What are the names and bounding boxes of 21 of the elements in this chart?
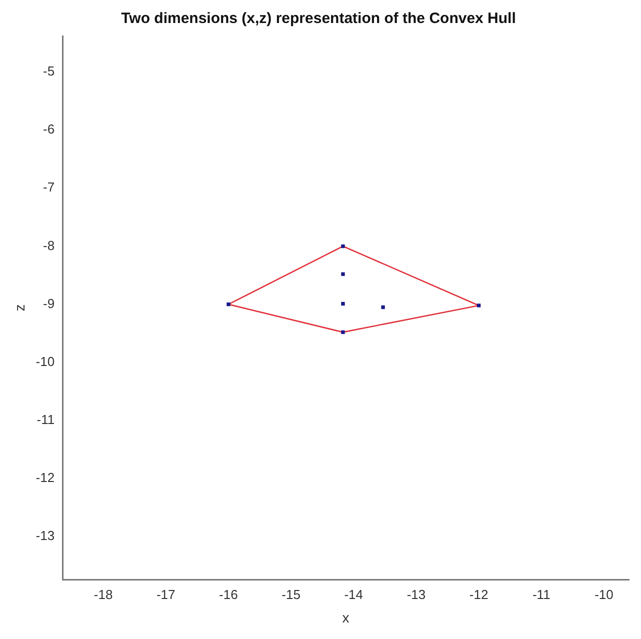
x-tick-label: -16 bbox=[219, 586, 238, 602]
y-tick-label: -10 bbox=[36, 354, 55, 369]
x-axis-title: x bbox=[342, 609, 350, 626]
y-tick-label: -11 bbox=[36, 412, 55, 428]
x-tick-label: -12 bbox=[469, 586, 488, 602]
y-tick-label: -6 bbox=[43, 122, 55, 137]
x-tick-label: -13 bbox=[406, 586, 426, 602]
y-tick-label: -12 bbox=[36, 470, 55, 486]
y-tick-label: -5 bbox=[43, 64, 55, 79]
chart-title: Two dimensions (x,z) representation of the Convex Hull bbox=[121, 10, 516, 28]
x-tick-label: -11 bbox=[532, 586, 550, 602]
x-tick-label: -18 bbox=[94, 586, 113, 602]
y-tick-label: -13 bbox=[36, 528, 55, 544]
y-axis-title: z bbox=[11, 304, 28, 312]
x-tick-label: -10 bbox=[594, 586, 614, 602]
x-tick-label: -15 bbox=[282, 586, 300, 602]
x-tick-label: -14 bbox=[344, 586, 364, 602]
y-tick-label: -8 bbox=[43, 238, 55, 253]
y-tick-label: -7 bbox=[43, 180, 55, 195]
x-tick-label: -17 bbox=[156, 586, 176, 602]
y-tick-label: -9 bbox=[43, 296, 55, 311]
